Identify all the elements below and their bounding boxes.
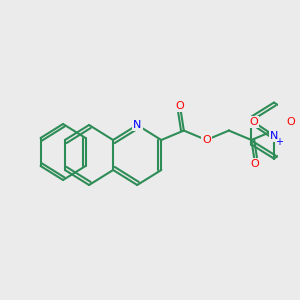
- Text: N: N: [270, 130, 278, 141]
- Text: O: O: [287, 117, 296, 127]
- Text: N: N: [133, 120, 141, 130]
- Text: +: +: [274, 136, 283, 147]
- Text: O: O: [251, 159, 260, 169]
- Text: -: -: [299, 115, 300, 129]
- Text: O: O: [202, 135, 211, 145]
- Text: O: O: [250, 117, 258, 127]
- Text: O: O: [176, 101, 184, 111]
